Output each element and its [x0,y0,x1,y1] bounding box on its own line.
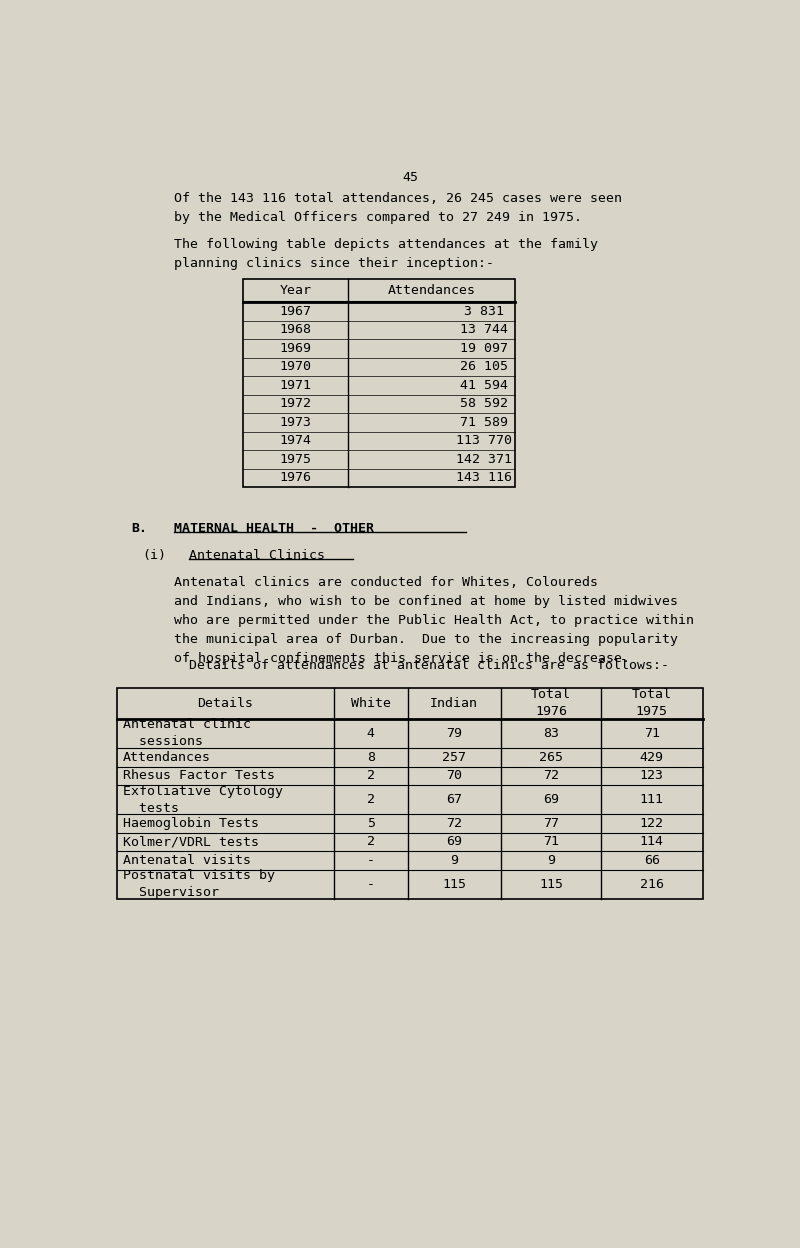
Text: Total
1975: Total 1975 [632,689,672,719]
Text: 1968: 1968 [280,323,312,337]
Text: 58 592: 58 592 [460,397,508,411]
Text: 71: 71 [644,726,660,740]
Text: 77: 77 [543,817,559,830]
Text: 142 371: 142 371 [456,453,512,466]
Text: 113 770: 113 770 [456,434,512,447]
Text: 143 116: 143 116 [456,472,512,484]
Text: 19 097: 19 097 [460,342,508,354]
Text: 122: 122 [640,817,664,830]
Text: 2: 2 [367,794,375,806]
Text: Antenatal visits: Antenatal visits [123,854,251,867]
Text: 1974: 1974 [280,434,312,447]
Text: 115: 115 [442,877,466,891]
Text: Antenatal clinics are conducted for Whites, Coloureds
and Indians, who wish to b: Antenatal clinics are conducted for Whit… [174,575,694,665]
Text: Kolmer/VDRL tests: Kolmer/VDRL tests [123,835,259,849]
Text: 45: 45 [402,171,418,185]
Text: 66: 66 [644,854,660,867]
Text: 1967: 1967 [280,305,312,318]
Text: 114: 114 [640,835,664,849]
Text: 1976: 1976 [280,472,312,484]
Text: 2: 2 [367,835,375,849]
Text: -: - [367,854,375,867]
Text: 8: 8 [367,751,375,764]
Text: 9: 9 [450,854,458,867]
Text: 69: 69 [543,794,559,806]
Text: Rhesus Factor Tests: Rhesus Factor Tests [123,769,275,782]
Text: 67: 67 [446,794,462,806]
Text: Antenatal clinic
  sessions: Antenatal clinic sessions [123,719,251,749]
Text: B.: B. [131,522,147,534]
Text: 13 744: 13 744 [460,323,508,337]
Text: Postnatal visits by
  Supervisor: Postnatal visits by Supervisor [123,870,275,900]
Text: 111: 111 [640,794,664,806]
Text: Year: Year [280,285,312,297]
Text: 1973: 1973 [280,416,312,429]
Text: 5: 5 [367,817,375,830]
Text: 123: 123 [640,769,664,782]
Text: 70: 70 [446,769,462,782]
Text: 69: 69 [446,835,462,849]
Text: Details: Details [198,696,254,710]
Text: 429: 429 [640,751,664,764]
Text: 72: 72 [543,769,559,782]
Text: -: - [367,877,375,891]
Text: Details of attendances at antenatal clinics are as follows:-: Details of attendances at antenatal clin… [189,659,669,671]
Text: 257: 257 [442,751,466,764]
Text: 1970: 1970 [280,361,312,373]
Text: Of the 143 116 total attendances, 26 245 cases were seen
by the Medical Officers: Of the 143 116 total attendances, 26 245… [174,192,622,225]
Text: 83: 83 [543,726,559,740]
Text: 216: 216 [640,877,664,891]
Text: 79: 79 [446,726,462,740]
Text: The following table depicts attendances at the family
planning clinics since the: The following table depicts attendances … [174,238,598,271]
Text: Attendances: Attendances [123,751,211,764]
Text: 1969: 1969 [280,342,312,354]
Text: 71: 71 [543,835,559,849]
Text: 265: 265 [539,751,563,764]
Text: 71 589: 71 589 [460,416,508,429]
Text: 9: 9 [547,854,555,867]
Text: 41 594: 41 594 [460,379,508,392]
Bar [117,688,703,899]
Text: 115: 115 [539,877,563,891]
Text: Attendances: Attendances [387,285,475,297]
Text: Indian: Indian [430,696,478,710]
Text: 1971: 1971 [280,379,312,392]
Text: (i): (i) [142,549,166,562]
Text: 2: 2 [367,769,375,782]
Text: White: White [351,696,391,710]
Text: 1972: 1972 [280,397,312,411]
Text: MATERNAL HEALTH  -  OTHER: MATERNAL HEALTH - OTHER [174,522,374,534]
Text: Antenatal Clinics: Antenatal Clinics [189,549,325,562]
Bar [243,280,514,487]
Text: Exfoliative Cytology
  tests: Exfoliative Cytology tests [123,785,283,815]
Text: 72: 72 [446,817,462,830]
Text: Haemoglobin Tests: Haemoglobin Tests [123,817,259,830]
Text: 3 831: 3 831 [464,305,504,318]
Text: 1975: 1975 [280,453,312,466]
Text: 26 105: 26 105 [460,361,508,373]
Text: Total
1976: Total 1976 [531,689,571,719]
Text: 4: 4 [367,726,375,740]
